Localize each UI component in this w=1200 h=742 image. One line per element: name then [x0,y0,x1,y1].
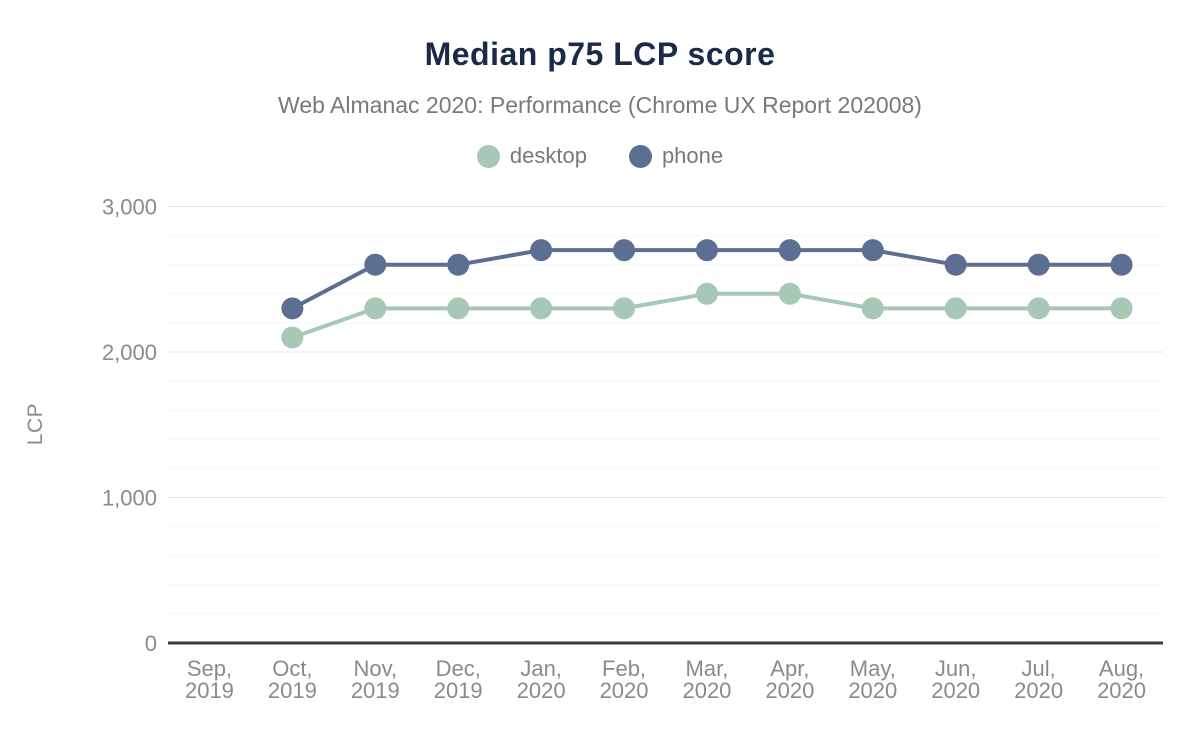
y-tick-label: 3,000 [102,195,157,220]
phone-series-swatch [628,144,652,168]
x-tick-label: Oct, 2019 [268,656,317,703]
desktop-point[interactable] [613,297,636,320]
gridlines [168,206,1163,615]
y-tick-label: 1,000 [102,486,157,511]
desktop-point[interactable] [281,326,304,349]
y-tick-label: 2,000 [102,340,157,365]
desktop-point[interactable] [530,297,553,320]
x-tick-label: Jan, 2020 [517,656,566,703]
phone-point[interactable] [695,239,718,262]
phone-point[interactable] [530,239,553,262]
x-tick-label: May, 2020 [848,656,897,703]
x-tick-label: Dec, 2019 [434,656,483,703]
series [281,239,1133,349]
phone-point[interactable] [447,253,470,276]
legend-label-phone: phone [661,143,724,168]
x-tick-label: Aug, 2020 [1097,656,1146,703]
desktop-point[interactable] [447,297,470,320]
desktop-point[interactable] [778,282,801,305]
x-tick-label: Mar, 2020 [682,656,731,703]
chart-legend: desktop phone [0,142,1200,170]
desktop-point[interactable] [861,297,884,320]
desktop-point[interactable] [1110,297,1133,320]
desktop-point[interactable] [364,297,387,320]
phone-point[interactable] [778,239,801,262]
phone-point[interactable] [1027,253,1050,276]
y-tick-label: 0 [145,631,157,656]
phone-point[interactable] [1110,253,1133,276]
phone-point[interactable] [613,239,636,262]
desktop-point[interactable] [944,297,967,320]
phone-point[interactable] [281,297,304,320]
x-tick-label: Jul, 2020 [1014,656,1063,703]
legend-item-phone[interactable]: phone [628,142,724,170]
legend-item-desktop[interactable]: desktop [476,142,587,170]
phone-point[interactable] [364,253,387,276]
x-tick-label: Nov, 2019 [351,656,400,703]
phone-point[interactable] [861,239,884,262]
y-axis-title: LCP [24,403,47,445]
desktop-series-swatch [476,144,500,168]
x-tick-label: Jun, 2020 [931,656,980,703]
x-tick-label: Feb, 2020 [600,656,649,703]
x-tick-label: Apr, 2020 [765,656,814,703]
desktop-point[interactable] [1027,297,1050,320]
desktop-point[interactable] [695,282,718,305]
legend-label-desktop: desktop [509,143,587,168]
x-tick-label: Sep, 2019 [185,656,234,703]
chart-subtitle: Web Almanac 2020: Performance (Chrome UX… [278,92,922,118]
chart-title: Median p75 LCP score [424,36,776,72]
phone-point[interactable] [944,253,967,276]
axes: 0 1,000 2,000 3,000 Sep, 2019 Oct, 2019 Nov, 2019… [102,195,1163,703]
